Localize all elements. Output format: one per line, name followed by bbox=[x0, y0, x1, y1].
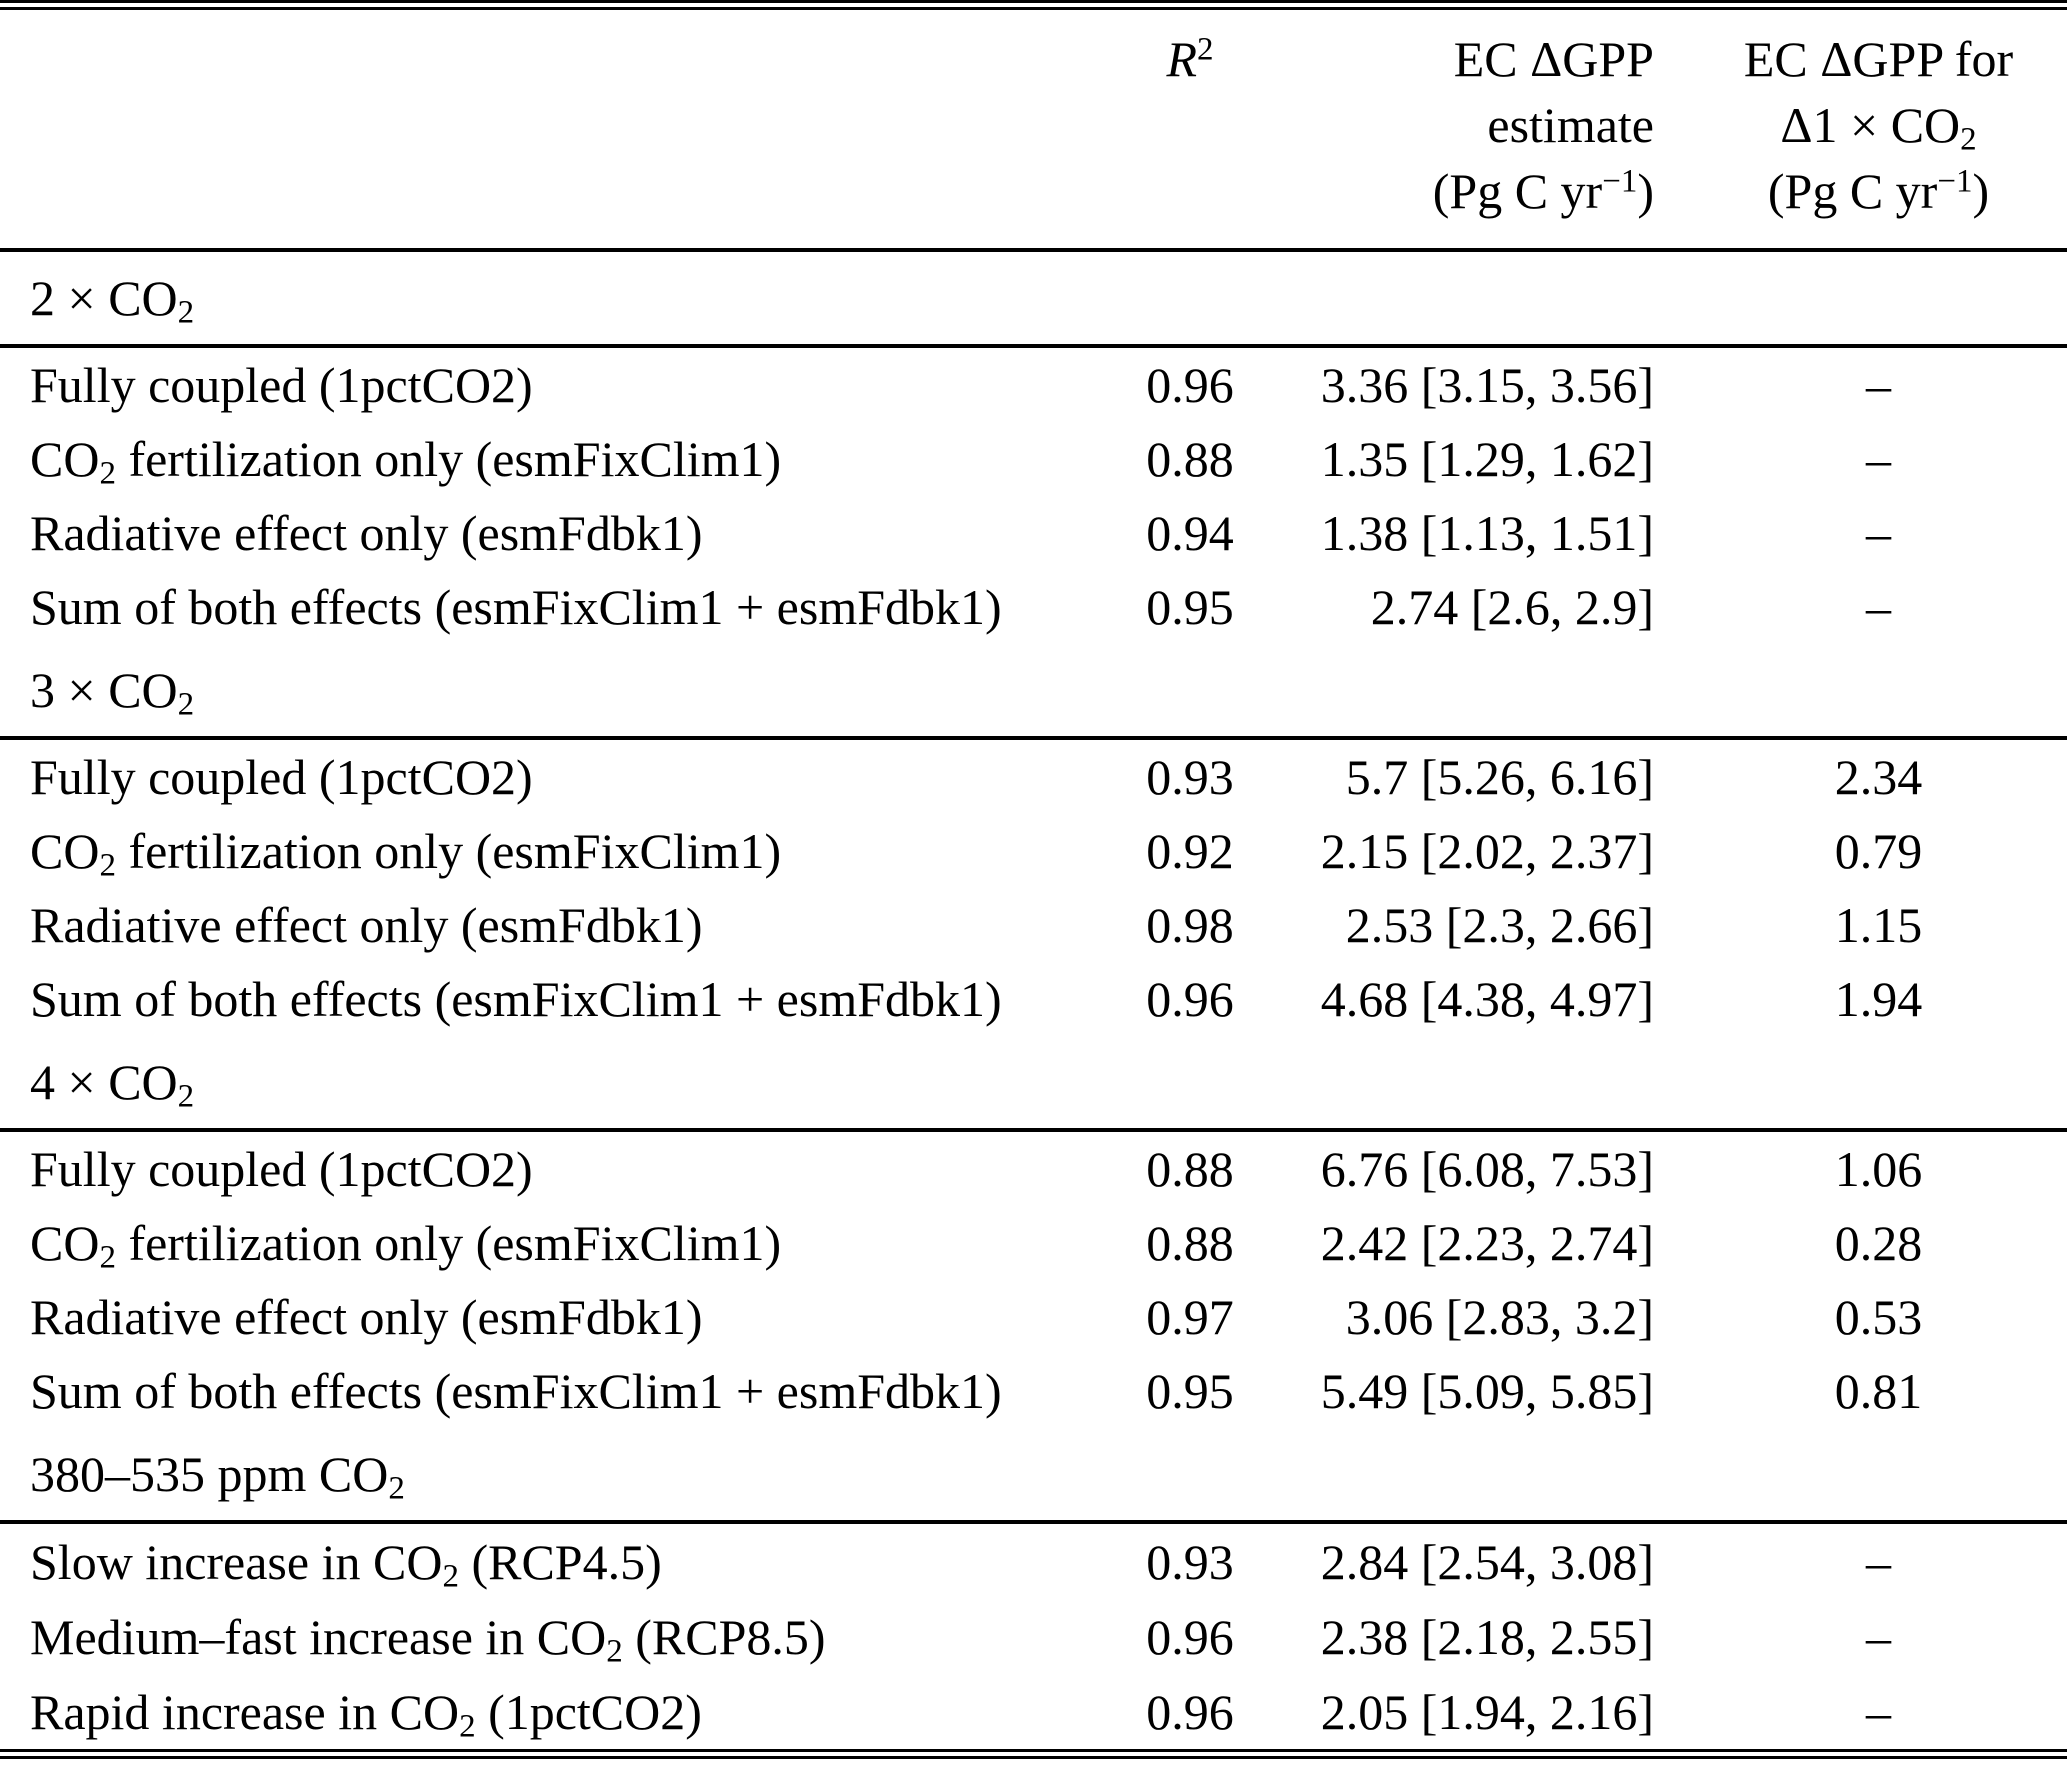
table-row: Fully coupled (1pctCO2) 0.88 6.76 [6.08,… bbox=[0, 1130, 2067, 1206]
table-header: R2 EC ΔGPP estimate (Pg C yr−1) EC ΔGPP fo… bbox=[0, 5, 2067, 252]
per-co2-value: – bbox=[1866, 357, 1891, 413]
row-label: Slow increase in CO2 (RCP4.5) bbox=[30, 1533, 662, 1594]
table-row: Radiative effect only (esmFdbk1) 0.94 1.… bbox=[0, 496, 2067, 570]
section-title: 2 × CO2 bbox=[0, 250, 2067, 348]
estimate-column-header: EC ΔGPP estimate (Pg C yr−1) bbox=[1290, 5, 1690, 252]
per-co2-value: – bbox=[1866, 579, 1891, 635]
section-row-2xco2: 2 × CO2 bbox=[0, 250, 2067, 348]
estimate-value: 2.53 [2.3, 2.66] bbox=[1345, 897, 1654, 953]
r2-column-header: R2 bbox=[1090, 5, 1290, 252]
per-co2-value: – bbox=[1866, 431, 1891, 487]
r2-value: 0.96 bbox=[1146, 1608, 1234, 1665]
row-label: Sum of both effects (esmFixClim1 + esmFd… bbox=[30, 971, 1002, 1027]
table-row: CO2 fertilization only (esmFixClim1) 0.9… bbox=[0, 814, 2067, 888]
r2-value: 0.96 bbox=[1146, 357, 1234, 413]
per-co2-value: 0.28 bbox=[1834, 1215, 1923, 1271]
section-title: 3 × CO2 bbox=[0, 644, 2067, 740]
per-co2-value: – bbox=[1866, 1533, 1891, 1590]
table-row: Radiative effect only (esmFdbk1) 0.98 2.… bbox=[0, 888, 2067, 962]
header-row: R2 EC ΔGPP estimate (Pg C yr−1) EC ΔGPP fo… bbox=[0, 5, 2067, 252]
row-label: CO2 fertilization only (esmFixClim1) bbox=[30, 431, 782, 492]
r2-value: 0.93 bbox=[1146, 1533, 1234, 1590]
estimate-value: 2.42 [2.23, 2.74] bbox=[1320, 1215, 1654, 1271]
row-label: Radiative effect only (esmFdbk1) bbox=[30, 1289, 703, 1345]
estimate-value: 2.38 [2.18, 2.55] bbox=[1320, 1608, 1654, 1665]
row-label: Fully coupled (1pctCO2) bbox=[30, 357, 533, 413]
r2-value: 0.93 bbox=[1146, 749, 1234, 805]
per-co2-value: – bbox=[1866, 1608, 1891, 1665]
estimate-value: 3.06 [2.83, 3.2] bbox=[1345, 1289, 1654, 1345]
table-row: Slow increase in CO2 (RCP4.5) 0.93 2.84 … bbox=[0, 1522, 2067, 1599]
table-row: Fully coupled (1pctCO2) 0.93 5.7 [5.26, … bbox=[0, 738, 2067, 814]
per-co2-value: – bbox=[1866, 505, 1891, 561]
section-row-3xco2: 3 × CO2 bbox=[0, 644, 2067, 740]
row-label: Medium–fast increase in CO2 (RCP8.5) bbox=[30, 1608, 826, 1669]
estimate-value: 2.84 [2.54, 3.08] bbox=[1320, 1533, 1654, 1590]
estimate-value: 1.38 [1.13, 1.51] bbox=[1320, 505, 1654, 561]
section-row-380-535ppm: 380–535 ppm CO2 bbox=[0, 1428, 2067, 1524]
r2-value: 0.95 bbox=[1146, 579, 1234, 635]
table-body: 2 × CO2 Fully coupled (1pctCO2) 0.96 3.3… bbox=[0, 250, 2067, 1754]
table-row: Sum of both effects (esmFixClim1 + esmFd… bbox=[0, 962, 2067, 1036]
per-co2-value: – bbox=[1866, 1683, 1891, 1740]
row-label: Fully coupled (1pctCO2) bbox=[30, 749, 533, 805]
table-row: Sum of both effects (esmFixClim1 + esmFd… bbox=[0, 1354, 2067, 1428]
estimate-value: 5.49 [5.09, 5.85] bbox=[1320, 1363, 1654, 1419]
row-label: Sum of both effects (esmFixClim1 + esmFd… bbox=[30, 579, 1002, 635]
estimate-value: 3.36 [3.15, 3.56] bbox=[1320, 357, 1654, 413]
table-row: Medium–fast increase in CO2 (RCP8.5) 0.9… bbox=[0, 1599, 2067, 1674]
estimate-value: 5.7 [5.26, 6.16] bbox=[1345, 749, 1654, 805]
section-title: 4 × CO2 bbox=[0, 1036, 2067, 1132]
table-row: Rapid increase in CO2 (1pctCO2) 0.96 2.0… bbox=[0, 1674, 2067, 1754]
per-co2-column-header: EC ΔGPP for Δ1 × CO2 (Pg C yr−1) bbox=[1690, 5, 2067, 252]
table-row: Sum of both effects (esmFixClim1 + esmFd… bbox=[0, 570, 2067, 644]
per-co2-value: 0.79 bbox=[1834, 823, 1923, 879]
row-label: CO2 fertilization only (esmFixClim1) bbox=[30, 823, 782, 884]
row-label: Sum of both effects (esmFixClim1 + esmFd… bbox=[30, 1363, 1002, 1419]
table-row: CO2 fertilization only (esmFixClim1) 0.8… bbox=[0, 422, 2067, 496]
estimate-value: 4.68 [4.38, 4.97] bbox=[1320, 971, 1654, 1027]
table-row: Fully coupled (1pctCO2) 0.96 3.36 [3.15,… bbox=[0, 346, 2067, 422]
r2-value: 0.95 bbox=[1146, 1363, 1234, 1419]
estimate-value: 2.05 [1.94, 2.16] bbox=[1320, 1683, 1654, 1740]
r2-value: 0.92 bbox=[1146, 823, 1234, 879]
estimate-value: 2.74 [2.6, 2.9] bbox=[1370, 579, 1654, 635]
per-co2-value: 2.34 bbox=[1834, 749, 1923, 805]
row-label: Radiative effect only (esmFdbk1) bbox=[30, 505, 703, 561]
r2-value: 0.98 bbox=[1146, 897, 1234, 953]
row-label: Radiative effect only (esmFdbk1) bbox=[30, 897, 703, 953]
r2-value: 0.88 bbox=[1146, 1215, 1234, 1271]
r2-value: 0.96 bbox=[1146, 1683, 1234, 1740]
per-co2-value: 1.06 bbox=[1834, 1141, 1923, 1197]
r2-value: 0.94 bbox=[1146, 505, 1234, 561]
per-co2-value: 0.53 bbox=[1834, 1289, 1923, 1345]
table-row: Radiative effect only (esmFdbk1) 0.97 3.… bbox=[0, 1280, 2067, 1354]
per-co2-value: 1.94 bbox=[1834, 971, 1923, 1027]
section-title: 380–535 ppm CO2 bbox=[0, 1428, 2067, 1524]
label-column-header bbox=[0, 5, 1090, 252]
r2-value: 0.96 bbox=[1146, 971, 1234, 1027]
r2-value: 0.88 bbox=[1146, 1141, 1234, 1197]
r2-value: 0.88 bbox=[1146, 431, 1234, 487]
section-row-4xco2: 4 × CO2 bbox=[0, 1036, 2067, 1132]
row-label: CO2 fertilization only (esmFixClim1) bbox=[30, 1215, 782, 1276]
row-label: Fully coupled (1pctCO2) bbox=[30, 1141, 533, 1197]
per-co2-value: 0.81 bbox=[1834, 1363, 1923, 1419]
per-co2-value: 1.15 bbox=[1834, 897, 1923, 953]
table-row: CO2 fertilization only (esmFixClim1) 0.8… bbox=[0, 1206, 2067, 1280]
estimate-value: 1.35 [1.29, 1.62] bbox=[1320, 431, 1654, 487]
row-label: Rapid increase in CO2 (1pctCO2) bbox=[30, 1683, 702, 1744]
estimate-value: 2.15 [2.02, 2.37] bbox=[1320, 823, 1654, 879]
estimate-value: 6.76 [6.08, 7.53] bbox=[1320, 1141, 1654, 1197]
r2-value: 0.97 bbox=[1146, 1289, 1234, 1345]
